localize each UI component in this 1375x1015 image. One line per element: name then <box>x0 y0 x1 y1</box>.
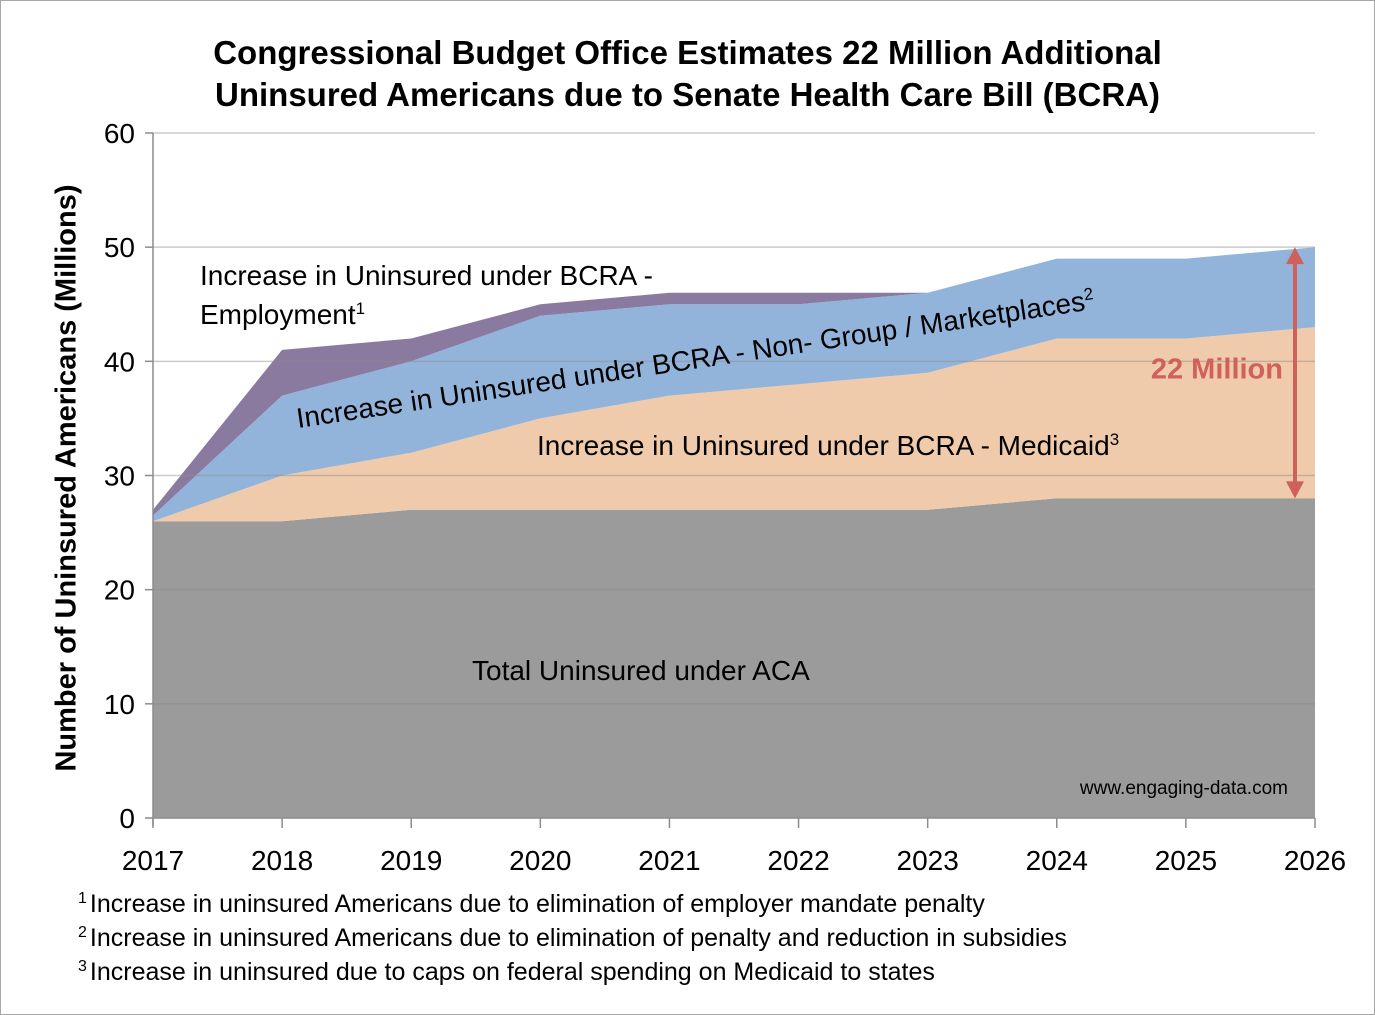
arrow-label: 22 Million <box>1151 353 1283 385</box>
grid-layer <box>153 132 1315 705</box>
area-series-3 <box>153 247 1315 522</box>
employment-area-label-line-2: Employment1 <box>200 299 365 330</box>
areas-layer <box>153 247 1315 818</box>
employment-label-text: Employment <box>200 299 356 330</box>
area-series-2 <box>153 327 1315 522</box>
footnote-2-mark: 2 <box>78 924 87 941</box>
x-tick-label-2020: 2020 <box>509 845 571 876</box>
y-tick-label-50: 50 <box>104 232 135 263</box>
y-tick-label-10: 10 <box>104 689 135 720</box>
medicaid-area-label: Increase in Uninsured under BCRA - Medic… <box>537 430 1119 461</box>
footnote-3-text: Increase in uninsured due to caps on fed… <box>89 958 935 986</box>
x-tick-label-2023: 2023 <box>897 845 959 876</box>
footnote-2-text: Increase in uninsured Americans due to e… <box>89 924 1067 952</box>
x-tick-label-2021: 2021 <box>638 845 700 876</box>
x-tick-label-2018: 2018 <box>251 845 313 876</box>
area-series-4 <box>153 247 1315 516</box>
chart-title-line-1: Congressional Budget Office Estimates 22… <box>213 34 1162 71</box>
footnote-1-mark: 1 <box>78 890 87 907</box>
y-tick-label-0: 0 <box>119 803 135 834</box>
source-credit: www.engaging-data.com <box>1079 778 1288 799</box>
axes-layer: 0 10 20 30 40 50 60 2017 2018 2019 2020 2021 2022 202… <box>104 118 1346 876</box>
arrow-head-down <box>1286 481 1304 499</box>
employment-footnote-mark: 1 <box>356 299 365 318</box>
y-tick-label-30: 30 <box>104 461 135 492</box>
x-tick-label-2026: 2026 <box>1284 845 1346 876</box>
x-tick-label-2022: 2022 <box>767 845 829 876</box>
footnote-3-mark: 3 <box>78 958 87 975</box>
x-tick-label-2017: 2017 <box>122 845 184 876</box>
footnote-1: 1 Increase in uninsured Americans due to … <box>78 890 985 919</box>
arrow-head-up <box>1286 247 1304 265</box>
area-series-1 <box>153 498 1315 818</box>
footnote-3: 3 Increase in uninsured due to caps on fe… <box>78 958 935 987</box>
y-tick-label-20: 20 <box>104 575 135 606</box>
y-tick-label-40: 40 <box>104 346 135 377</box>
nongroup-footnote-mark: 2 <box>1082 284 1094 304</box>
medicaid-footnote-mark: 3 <box>1110 430 1119 449</box>
arrow-layer: 22 Million <box>1151 247 1304 499</box>
footnote-1-text: Increase in uninsured Americans due to e… <box>89 890 985 918</box>
x-tick-label-2019: 2019 <box>380 845 442 876</box>
aca-area-label: Total Uninsured under ACA <box>472 655 810 686</box>
x-tick-label-2025: 2025 <box>1155 845 1217 876</box>
chart-title-line-2: Uninsured Americans due to Senate Health… <box>215 76 1160 113</box>
footnote-2: 2 Increase in uninsured Americans due to … <box>78 924 1067 953</box>
employment-area-label-line-1: Increase in Uninsured under BCRA - <box>200 260 653 291</box>
medicaid-label-text: Increase in Uninsured under BCRA - Medic… <box>537 430 1110 461</box>
y-tick-label-60: 60 <box>104 118 135 149</box>
x-tick-label-2024: 2024 <box>1026 845 1088 876</box>
